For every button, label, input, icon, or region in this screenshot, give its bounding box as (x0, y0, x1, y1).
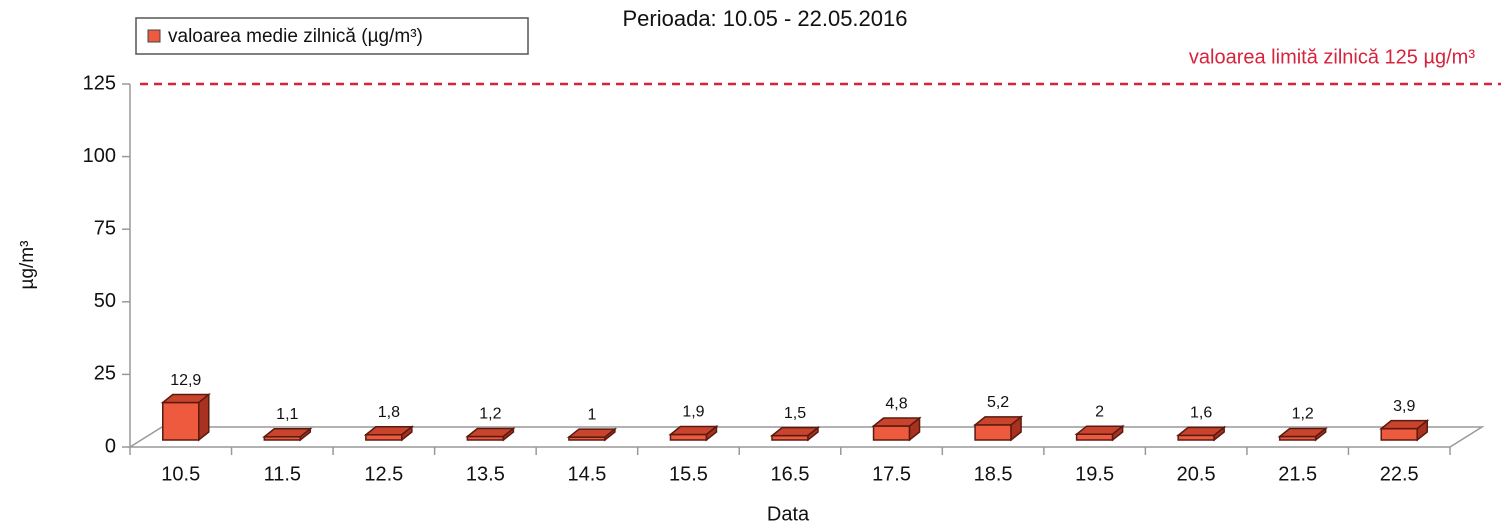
bar-front (1075, 433, 1114, 441)
bar-front (1380, 427, 1418, 441)
x-axis-label: Data (767, 503, 810, 525)
y-tick-label: 100 (83, 145, 116, 167)
chart-title: Perioada: 10.05 - 22.05.2016 (622, 6, 907, 31)
bar-side (299, 427, 312, 442)
bar-side (908, 416, 921, 442)
legend-box (135, 17, 529, 55)
bar-front (365, 434, 403, 441)
legend-swatch (147, 29, 161, 43)
y-tick-label: 0 (105, 435, 116, 457)
data-label: 12,9 (170, 372, 201, 389)
bar-side (1314, 426, 1327, 442)
x-tick-label: 11.5 (264, 463, 301, 485)
data-label: 1,8 (378, 404, 400, 421)
y-tick-label: 25 (94, 363, 116, 385)
data-label: 5,2 (987, 394, 1009, 411)
bar-front (872, 425, 911, 441)
y-tick-label: 75 (94, 217, 116, 239)
data-label: 1,5 (784, 405, 806, 422)
y-tick-label: 125 (83, 72, 116, 94)
x-tick-label: 19.5 (1075, 463, 1114, 485)
x-tick-label: 20.5 (1177, 463, 1216, 485)
bar-front (162, 401, 200, 441)
x-tick-label: 22.5 (1380, 463, 1419, 485)
data-label: 1,2 (479, 406, 501, 423)
bar-side (807, 426, 819, 442)
bar-side (1010, 415, 1022, 442)
bar-front (669, 433, 708, 441)
bar-side (1111, 424, 1124, 442)
x-tick-label: 13.5 (466, 463, 505, 485)
data-label: 1,9 (682, 404, 704, 421)
data-label: 1,2 (1292, 406, 1314, 423)
legend-label: valoarea medie zilnică (µg/m³) (168, 26, 423, 47)
bar-side (198, 392, 210, 442)
x-tick-label: 16.5 (771, 463, 810, 485)
data-label: 1,6 (1190, 405, 1212, 422)
x-tick-label: 12.5 (364, 463, 403, 485)
bar-side (705, 424, 718, 442)
x-tick-label: 18.5 (974, 463, 1013, 485)
bar-front (974, 424, 1012, 441)
bar-side (604, 427, 616, 442)
data-label: 1 (587, 406, 596, 423)
y-axis-label: µg/m³ (17, 241, 38, 290)
x-tick-label: 17.5 (872, 463, 911, 485)
data-label: 3,9 (1393, 398, 1415, 415)
bar-side (1213, 425, 1225, 442)
y-tick-label: 50 (94, 290, 116, 312)
x-tick-label: 10.5 (161, 463, 200, 485)
x-tick-label: 21.5 (1278, 463, 1317, 485)
data-label: 2 (1095, 403, 1104, 420)
data-label: 4,8 (885, 395, 907, 412)
bar-side (502, 426, 515, 442)
x-tick-label: 15.5 (669, 463, 708, 485)
bar-side (401, 425, 413, 442)
threshold-label: valoarea limită zilnică 125 µg/m³ (1189, 46, 1475, 68)
data-label: 1,1 (276, 406, 298, 423)
bar-side (1416, 419, 1428, 442)
x-tick-label: 14.5 (567, 463, 606, 485)
